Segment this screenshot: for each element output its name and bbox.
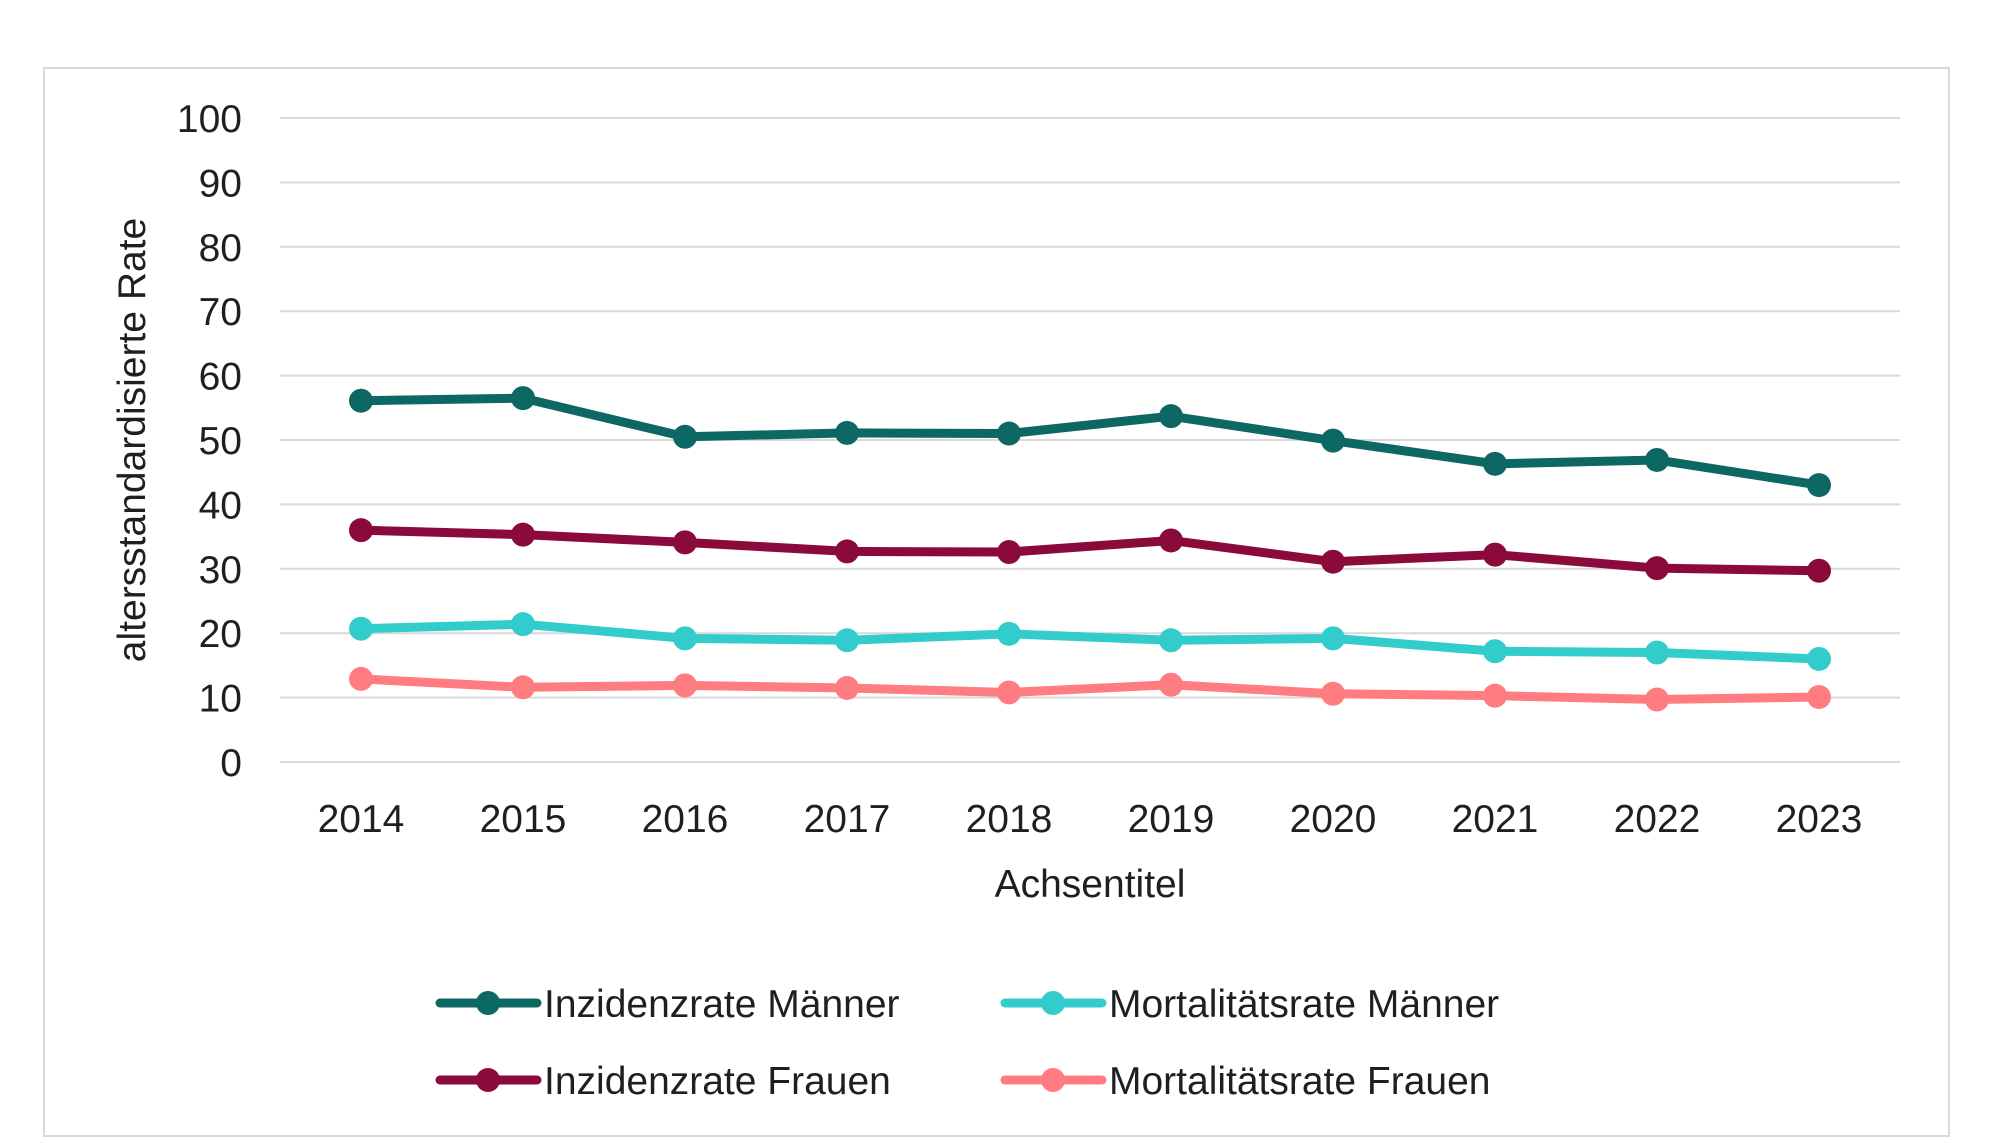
data-point — [349, 666, 373, 691]
data-point — [673, 673, 697, 698]
x-tick-label: 2018 — [966, 798, 1053, 841]
data-point — [1645, 687, 1669, 712]
legend-marker — [1041, 1068, 1065, 1092]
data-point — [1321, 549, 1345, 574]
y-tick-label: 80 — [199, 227, 242, 270]
data-point — [1159, 672, 1183, 697]
data-point — [1321, 428, 1345, 453]
y-tick-label: 10 — [199, 678, 242, 721]
x-tick-label: 2023 — [1776, 798, 1863, 841]
legend-marker — [476, 1068, 500, 1092]
data-point — [349, 518, 373, 543]
series-1 — [349, 612, 1831, 671]
data-point — [835, 420, 859, 445]
data-point — [997, 421, 1021, 446]
data-point — [349, 388, 373, 413]
legend: Inzidenzrate Männer Mortalitätsrate Männe… — [435, 983, 1499, 1103]
y-tick-label: 50 — [199, 420, 242, 463]
gridlines — [280, 117, 1900, 763]
data-point — [511, 522, 535, 547]
legend-marker — [476, 991, 500, 1015]
series-0 — [349, 386, 1831, 498]
y-tick-label: 40 — [199, 484, 242, 527]
data-point — [997, 540, 1021, 565]
series-line — [356, 525, 1824, 576]
legend-label: Inzidenzrate Männer — [544, 983, 900, 1026]
series-line — [356, 393, 1824, 490]
y-tick-label: 20 — [199, 613, 242, 656]
data-point — [1807, 646, 1831, 671]
x-tick-label: 2021 — [1452, 798, 1539, 841]
data-point — [1159, 628, 1183, 653]
x-tick-label: 2014 — [318, 798, 405, 841]
series-3 — [349, 666, 1831, 712]
data-point — [673, 626, 697, 651]
data-point — [673, 424, 697, 449]
legend-item: Mortalitätsrate Frauen — [1000, 1060, 1491, 1103]
chart-frame — [43, 67, 1950, 1137]
legend-label: Inzidenzrate Frauen — [544, 1060, 891, 1103]
legend-item: Inzidenzrate Frauen — [435, 1060, 891, 1103]
data-point — [349, 616, 373, 641]
data-point — [1483, 451, 1507, 476]
data-point — [1483, 639, 1507, 664]
data-point — [511, 675, 535, 700]
x-tick-labels: 2014 2015 2016 2017 2018 2019 2020 2021 2022 2023 — [318, 798, 1863, 841]
y-tick-label: 100 — [177, 98, 242, 141]
data-point — [1807, 473, 1831, 498]
y-tick-label: 70 — [199, 291, 242, 334]
data-point — [511, 612, 535, 637]
data-point — [997, 680, 1021, 705]
x-tick-label: 2017 — [804, 798, 891, 841]
x-tick-label: 2016 — [642, 798, 729, 841]
data-point — [835, 675, 859, 700]
data-point — [997, 621, 1021, 646]
legend-marker — [1041, 991, 1065, 1015]
y-tick-labels: 0 10 20 30 40 50 60 70 80 90 100 — [177, 98, 242, 785]
data-point — [673, 530, 697, 555]
data-point — [1159, 404, 1183, 429]
legend-label: Mortalitätsrate Frauen — [1109, 1060, 1491, 1103]
series-2 — [349, 518, 1831, 583]
x-tick-label: 2019 — [1128, 798, 1215, 841]
legend-item: Inzidenzrate Männer — [435, 983, 900, 1026]
data-point — [1321, 681, 1345, 706]
series-lines — [349, 386, 1831, 712]
series-line — [356, 619, 1824, 664]
series-line — [356, 674, 1824, 705]
data-point — [511, 386, 535, 411]
data-point — [835, 628, 859, 653]
data-point — [1483, 542, 1507, 567]
y-tick-label: 0 — [220, 742, 242, 785]
y-tick-label: 30 — [199, 549, 242, 592]
y-tick-label: 90 — [199, 162, 242, 205]
y-axis-title: altersstandardisierte Rate — [111, 218, 154, 662]
x-tick-label: 2020 — [1290, 798, 1377, 841]
data-point — [1321, 626, 1345, 651]
data-point — [1159, 528, 1183, 553]
data-point — [1645, 640, 1669, 665]
legend-label: Mortalitätsrate Männer — [1109, 983, 1499, 1026]
data-point — [1645, 447, 1669, 472]
data-point — [1807, 684, 1831, 709]
x-axis-title: Achsentitel — [995, 863, 1186, 906]
x-tick-label: 2015 — [480, 798, 567, 841]
x-tick-label: 2022 — [1614, 798, 1701, 841]
data-point — [835, 539, 859, 564]
legend-item: Mortalitätsrate Männer — [1000, 983, 1499, 1026]
data-point — [1807, 558, 1831, 583]
data-point — [1645, 556, 1669, 581]
y-tick-label: 60 — [199, 356, 242, 399]
data-point — [1483, 683, 1507, 708]
